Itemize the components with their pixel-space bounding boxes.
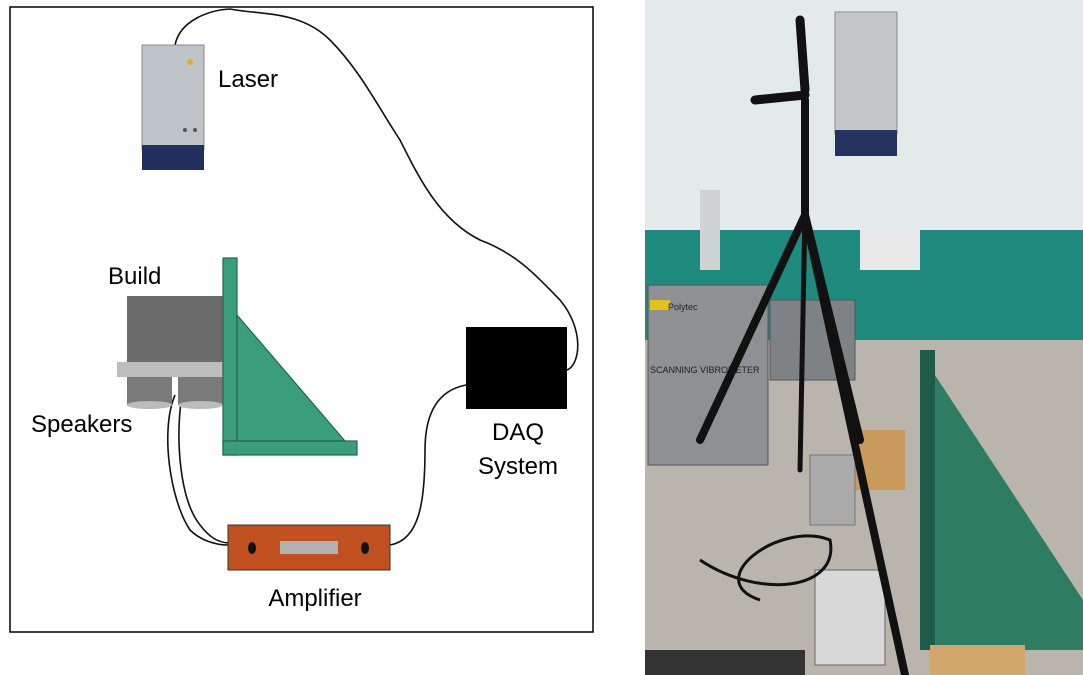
figure: Laser Build Speakers DAQ System Amplif [0,0,1083,675]
daq-label: DAQ [492,419,544,446]
photo: Polytec SCANNING VIBROMETER [645,0,1083,675]
build-label: Build [108,263,161,290]
speakers-label: Speakers [31,411,132,438]
amplifier-label: Amplifier [268,585,361,612]
page: {"diagram": {"laser": "Laser", "build": … [0,0,1083,675]
build-plate [117,362,225,377]
build-block [127,296,225,362]
laser-icon [142,45,204,170]
case-brand: Polytec [668,302,698,312]
laser-label: Laser [218,66,278,93]
case-text: SCANNING VIBROMETER [650,365,760,375]
amplifier-icon [228,525,390,570]
daq-label: System [478,453,558,480]
schematic: Laser Build Speakers DAQ System Amplif [10,7,593,632]
daq-box [466,327,567,409]
